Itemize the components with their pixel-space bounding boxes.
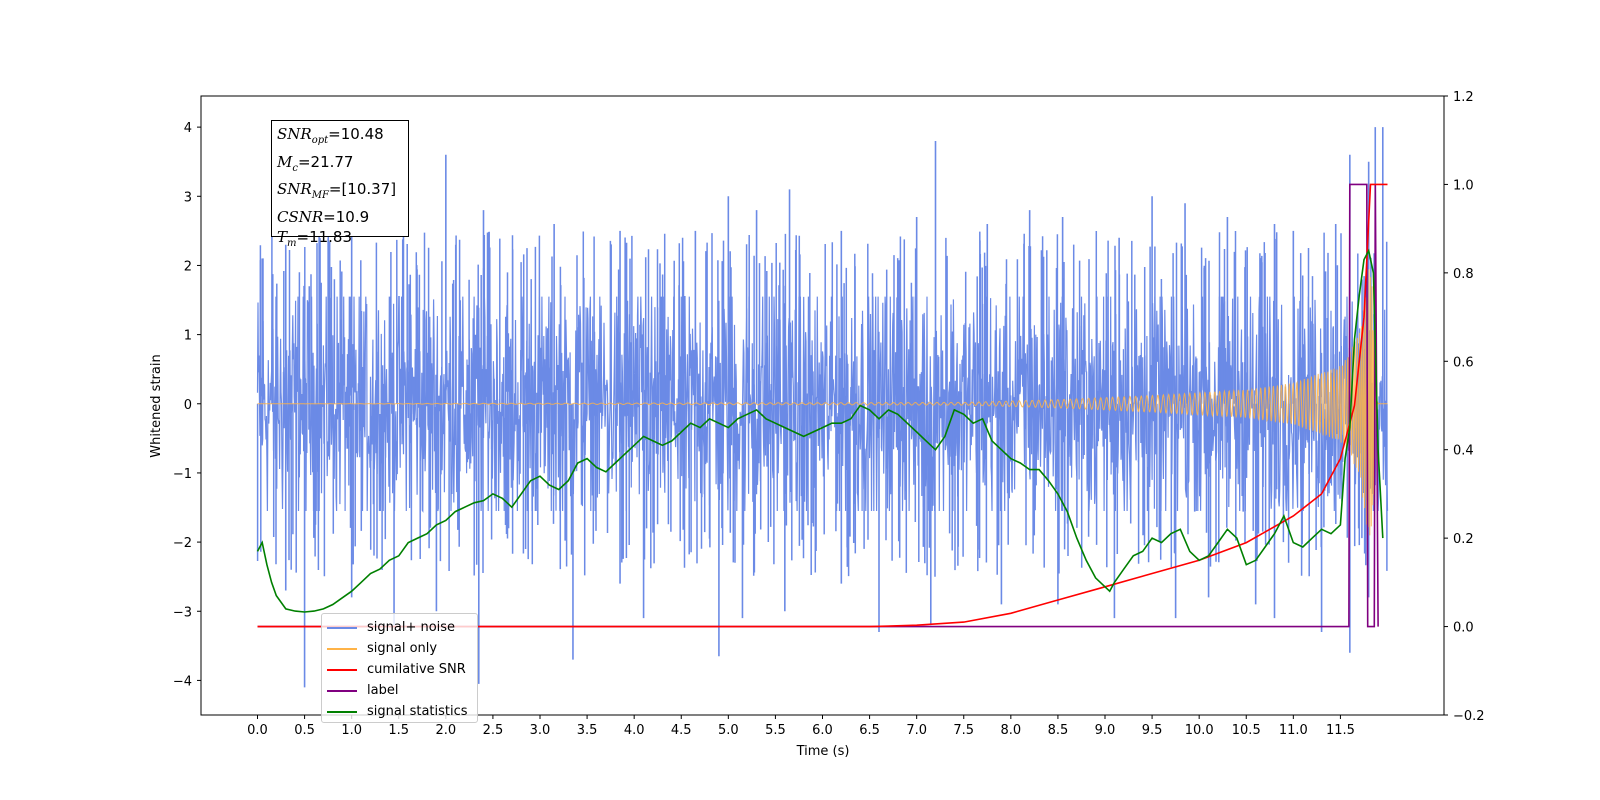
stat-mc: Mc=21.77 bbox=[277, 152, 354, 174]
legend-item-signal-noise: signal+ noise bbox=[327, 617, 477, 638]
stat-csnr: CSNR=10.9 bbox=[277, 207, 370, 226]
y-axis-label: Whitened strain bbox=[149, 354, 164, 457]
x-tick-label: 8.5 bbox=[1048, 723, 1069, 738]
stat-snr-mf: SNRMF=[10.37] bbox=[277, 180, 397, 202]
x-tick-label: 9.5 bbox=[1142, 723, 1163, 738]
y-tick-label: 1 bbox=[184, 329, 192, 344]
plot-area bbox=[256, 127, 1389, 688]
x-tick-label: 2.5 bbox=[483, 723, 504, 738]
x-tick-label: 3.5 bbox=[577, 723, 598, 738]
x-tick-label: 4.5 bbox=[671, 723, 692, 738]
y-axis-right: 1.2 1.0 0.8 0.6 0.4 0.2 0.0 −0.2 bbox=[1444, 90, 1485, 724]
stats-annotation: SNRopt=10.48 Mc=21.77 SNRMF=[10.37] CSNR… bbox=[271, 120, 409, 249]
x-tick-label: 6.0 bbox=[812, 723, 833, 738]
y-tick-label: −4 bbox=[173, 674, 192, 689]
y-tick-label: 0 bbox=[184, 398, 192, 413]
x-tick-label: 8.0 bbox=[1000, 723, 1021, 738]
x-tick-label: 6.5 bbox=[859, 723, 880, 738]
stat-snr-opt: SNRopt=10.48 bbox=[277, 125, 384, 146]
x-tick-label: 3.0 bbox=[530, 723, 551, 738]
y2-tick-label: 0.0 bbox=[1453, 621, 1474, 636]
y2-tick-label: 0.4 bbox=[1453, 444, 1474, 459]
x-tick-label: 7.5 bbox=[953, 723, 974, 738]
y2-tick-label: 1.0 bbox=[1453, 178, 1474, 193]
y-tick-label: −1 bbox=[173, 467, 192, 482]
series-signal-statistics bbox=[256, 248, 1384, 613]
x-tick-label: 1.5 bbox=[388, 723, 409, 738]
legend-swatch bbox=[327, 647, 357, 650]
legend-item-cumulative-snr: cumilative SNR bbox=[327, 659, 477, 680]
x-tick-label: 9.0 bbox=[1095, 723, 1116, 738]
x-tick-label: 5.0 bbox=[718, 723, 739, 738]
x-tick-label: 10.5 bbox=[1232, 723, 1261, 738]
x-axis-label: Time (s) bbox=[796, 744, 850, 759]
series-signal-only bbox=[257, 269, 1388, 536]
x-tick-label: 0.5 bbox=[294, 723, 315, 738]
series-label bbox=[257, 183, 1379, 628]
x-tick-label: 11.0 bbox=[1279, 723, 1308, 738]
y-tick-label: −3 bbox=[173, 605, 192, 620]
x-tick-label: 10.0 bbox=[1185, 723, 1214, 738]
y2-tick-label: 1.2 bbox=[1453, 90, 1474, 105]
x-tick-label: 4.0 bbox=[624, 723, 645, 738]
legend-item-label: label bbox=[327, 680, 477, 701]
legend-swatch bbox=[327, 626, 357, 629]
y-tick-label: 4 bbox=[184, 121, 192, 136]
x-tick-label: 5.5 bbox=[765, 723, 786, 738]
x-tick-label: 0.0 bbox=[247, 723, 268, 738]
x-axis: 0.0 0.5 1.0 1.5 2.0 2.5 3.0 3.5 4.0 4.5 5.0 5.5 6.0 6… bbox=[247, 715, 1355, 738]
y2-tick-label: 0.6 bbox=[1453, 355, 1474, 370]
x-tick-label: 11.5 bbox=[1326, 723, 1355, 738]
stat-tm: Tm=11.83 bbox=[277, 228, 353, 250]
y2-tick-label: −0.2 bbox=[1453, 709, 1485, 724]
y-tick-label: 2 bbox=[184, 259, 192, 274]
legend-swatch bbox=[327, 689, 357, 692]
series-cumulative-snr bbox=[257, 183, 1388, 628]
y2-tick-label: 0.2 bbox=[1453, 532, 1474, 547]
legend-swatch bbox=[327, 710, 357, 713]
legend: signal+ noise signal only cumilative SNR… bbox=[321, 613, 478, 723]
x-tick-label: 2.0 bbox=[435, 723, 456, 738]
legend-item-signal-only: signal only bbox=[327, 638, 477, 659]
y2-tick-label: 0.8 bbox=[1453, 267, 1474, 282]
y-axis-left: 4 3 2 1 0 −1 −2 −3 −4 bbox=[173, 121, 201, 689]
legend-swatch bbox=[327, 668, 357, 671]
legend-item-signal-statistics: signal statistics bbox=[327, 701, 477, 722]
x-tick-label: 7.0 bbox=[906, 723, 927, 738]
y-tick-label: 3 bbox=[184, 190, 192, 205]
y-tick-label: −2 bbox=[173, 536, 192, 551]
x-tick-label: 1.0 bbox=[341, 723, 362, 738]
